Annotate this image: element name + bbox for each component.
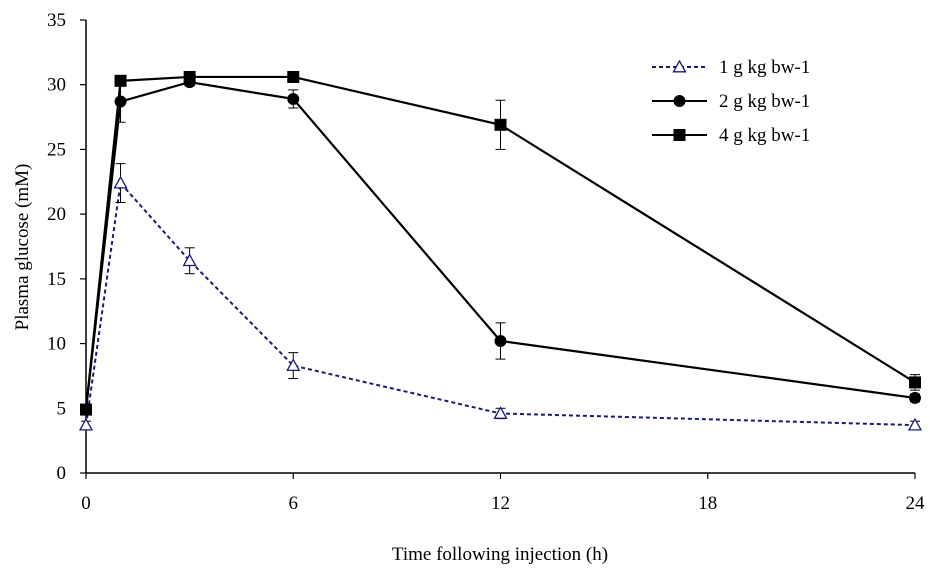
legend-marker <box>673 95 686 107</box>
y-axis-title: Plasma glucose (mM) <box>12 164 33 331</box>
y-tick-label: 0 <box>57 463 67 484</box>
legend-item: 4 g kg bw-1 <box>652 125 810 146</box>
plot-area <box>78 70 923 431</box>
x-tick-label: 12 <box>491 493 510 514</box>
series-line <box>85 180 916 427</box>
data-point <box>909 391 921 404</box>
data-point <box>909 376 921 389</box>
x-tick-label: 24 <box>906 493 926 514</box>
y-tick-label: 35 <box>47 10 66 31</box>
data-point <box>286 358 301 372</box>
x-tick-label: 0 <box>81 493 91 514</box>
y-tick-label: 5 <box>57 398 67 419</box>
data-point <box>494 334 507 347</box>
x-tick-label: 18 <box>698 493 717 514</box>
legend: 1 g kg bw-1 2 g kg bw-1 4 g kg bw-1 <box>652 57 810 146</box>
axes: 0 5 10 15 20 25 30 35 0 6 12 18 24 <box>47 10 925 514</box>
x-tick-label: 6 <box>289 493 299 514</box>
legend-label: 1 g kg bw-1 <box>719 57 810 78</box>
data-point <box>287 70 300 83</box>
series-line <box>84 81 916 410</box>
y-tick-label: 25 <box>47 139 66 160</box>
data-point <box>287 92 300 105</box>
x-axis-title: Time following injection (h) <box>392 544 608 565</box>
legend-marker <box>673 129 686 141</box>
series-line <box>84 75 916 410</box>
y-tick-label: 30 <box>47 75 66 96</box>
y-tick-label: 15 <box>47 269 66 290</box>
y-tick-label: 20 <box>47 204 66 225</box>
data-point <box>78 417 94 431</box>
data-point <box>494 118 507 131</box>
data-point <box>493 406 508 419</box>
y-tick-label: 10 <box>47 334 66 355</box>
legend-label: 4 g kg bw-1 <box>719 125 810 146</box>
series-3 <box>80 70 921 416</box>
data-point <box>183 70 196 83</box>
data-point <box>182 253 197 267</box>
data-point <box>80 403 92 416</box>
data-point <box>907 417 923 431</box>
legend-item: 1 g kg bw-1 <box>652 57 810 78</box>
series-1 <box>78 163 923 431</box>
data-point <box>114 95 127 108</box>
legend-marker <box>672 59 687 73</box>
legend-item: 2 g kg bw-1 <box>652 91 810 112</box>
data-point <box>113 175 128 189</box>
legend-label: 2 g kg bw-1 <box>719 91 810 112</box>
data-point <box>114 74 127 87</box>
